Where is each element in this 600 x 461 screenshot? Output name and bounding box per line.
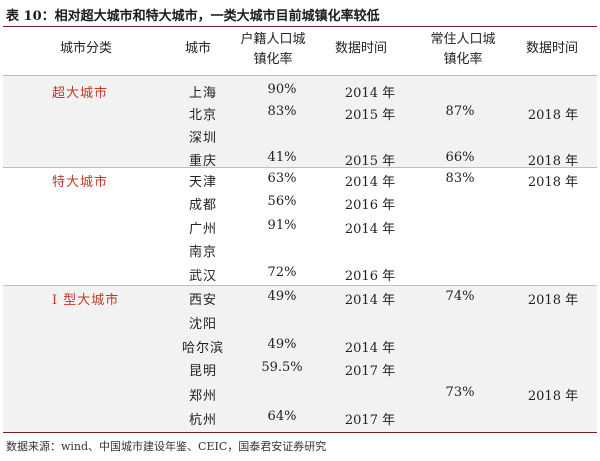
category-label: 特大城市 <box>52 175 109 190</box>
cell-hukou-time: 2014 年 <box>344 86 396 101</box>
cell-hukou-rate: 91% <box>267 218 297 233</box>
cell-resident-rate: 73% <box>445 385 475 400</box>
cell-hukou-rate: 72% <box>267 265 297 280</box>
cell-city: 北京 <box>188 108 217 123</box>
cell-hukou-rate: 49% <box>267 337 297 352</box>
category-label: I 型大城市 <box>52 293 120 308</box>
top-rule <box>3 26 597 27</box>
cell-hukou-time: 2014 年 <box>344 341 396 356</box>
header-divider <box>3 75 597 76</box>
table-title: 表 10：相对超大城市和特大城市，一类大城市目前城镇化率较低 <box>6 9 380 24</box>
cell-city: 哈尔滨 <box>181 341 224 356</box>
category-label: 超大城市 <box>52 86 109 101</box>
group-divider <box>3 167 597 168</box>
cell-resident-rate: 83% <box>445 171 475 186</box>
table-header: 城市分类 城市 户籍人口城镇化率 数据时间 常住人口城镇化率 数据时间 <box>3 27 597 75</box>
cell-city: 南京 <box>188 245 217 260</box>
cell-resident-time: 2018 年 <box>527 154 579 169</box>
bottom-rule <box>3 432 597 433</box>
cell-hukou-rate: 63% <box>267 171 297 186</box>
cell-city: 天津 <box>188 175 217 190</box>
cell-hukou-time: 2015 年 <box>344 108 396 123</box>
cell-city: 重庆 <box>188 154 217 169</box>
cell-resident-rate: 87% <box>445 104 475 119</box>
cell-city: 广州 <box>188 222 217 237</box>
header-resident-rate: 常住人口城镇化率 <box>430 32 496 67</box>
cell-hukou-rate: 90% <box>267 82 297 97</box>
cell-resident-rate: 74% <box>445 289 475 304</box>
cell-hukou-time: 2015 年 <box>344 154 396 169</box>
cell-resident-time: 2018 年 <box>527 108 579 123</box>
group-divider <box>3 285 597 286</box>
cell-resident-rate: 66% <box>445 150 475 165</box>
cell-hukou-time: 2014 年 <box>344 175 396 190</box>
cell-hukou-rate: 64% <box>267 409 297 424</box>
cell-hukou-time: 2016 年 <box>344 198 396 213</box>
cell-hukou-rate: 56% <box>267 194 297 209</box>
source-note: 数据来源：wind、中国城市建设年鉴、CEIC，国泰君安证券研究 <box>6 440 327 453</box>
cell-city: 深圳 <box>188 131 217 146</box>
cell-city: 武汉 <box>188 269 217 284</box>
cell-city: 上海 <box>188 86 217 101</box>
cell-city: 昆明 <box>188 364 217 379</box>
cell-resident-time: 2018 年 <box>527 175 579 190</box>
cell-hukou-time: 2017 年 <box>344 364 396 379</box>
cell-hukou-rate: 83% <box>267 104 297 119</box>
category-band <box>3 167 597 285</box>
header-category: 城市分类 <box>60 41 113 56</box>
header-resident-time: 数据时间 <box>526 41 579 56</box>
cell-city: 杭州 <box>188 413 217 428</box>
cell-resident-time: 2018 年 <box>527 389 579 404</box>
cell-hukou-rate: 59.5% <box>261 360 303 375</box>
cell-hukou-time: 2014 年 <box>344 222 396 237</box>
header-city: 城市 <box>185 41 212 56</box>
header-hukou-time: 数据时间 <box>335 41 388 56</box>
cell-hukou-time: 2016 年 <box>344 269 396 284</box>
cell-hukou-time: 2014 年 <box>344 293 396 308</box>
cell-resident-time: 2018 年 <box>527 293 579 308</box>
cell-hukou-time: 2017 年 <box>344 413 396 428</box>
category-band <box>3 285 597 432</box>
cell-hukou-rate: 49% <box>267 289 297 304</box>
cell-city: 郑州 <box>188 389 217 404</box>
cell-city: 西安 <box>188 293 217 308</box>
cell-city: 成都 <box>188 198 217 213</box>
cell-city: 沈阳 <box>188 317 217 332</box>
cell-hukou-rate: 41% <box>267 150 297 165</box>
category-band <box>3 76 597 167</box>
header-hukou-rate: 户籍人口城镇化率 <box>240 32 306 67</box>
